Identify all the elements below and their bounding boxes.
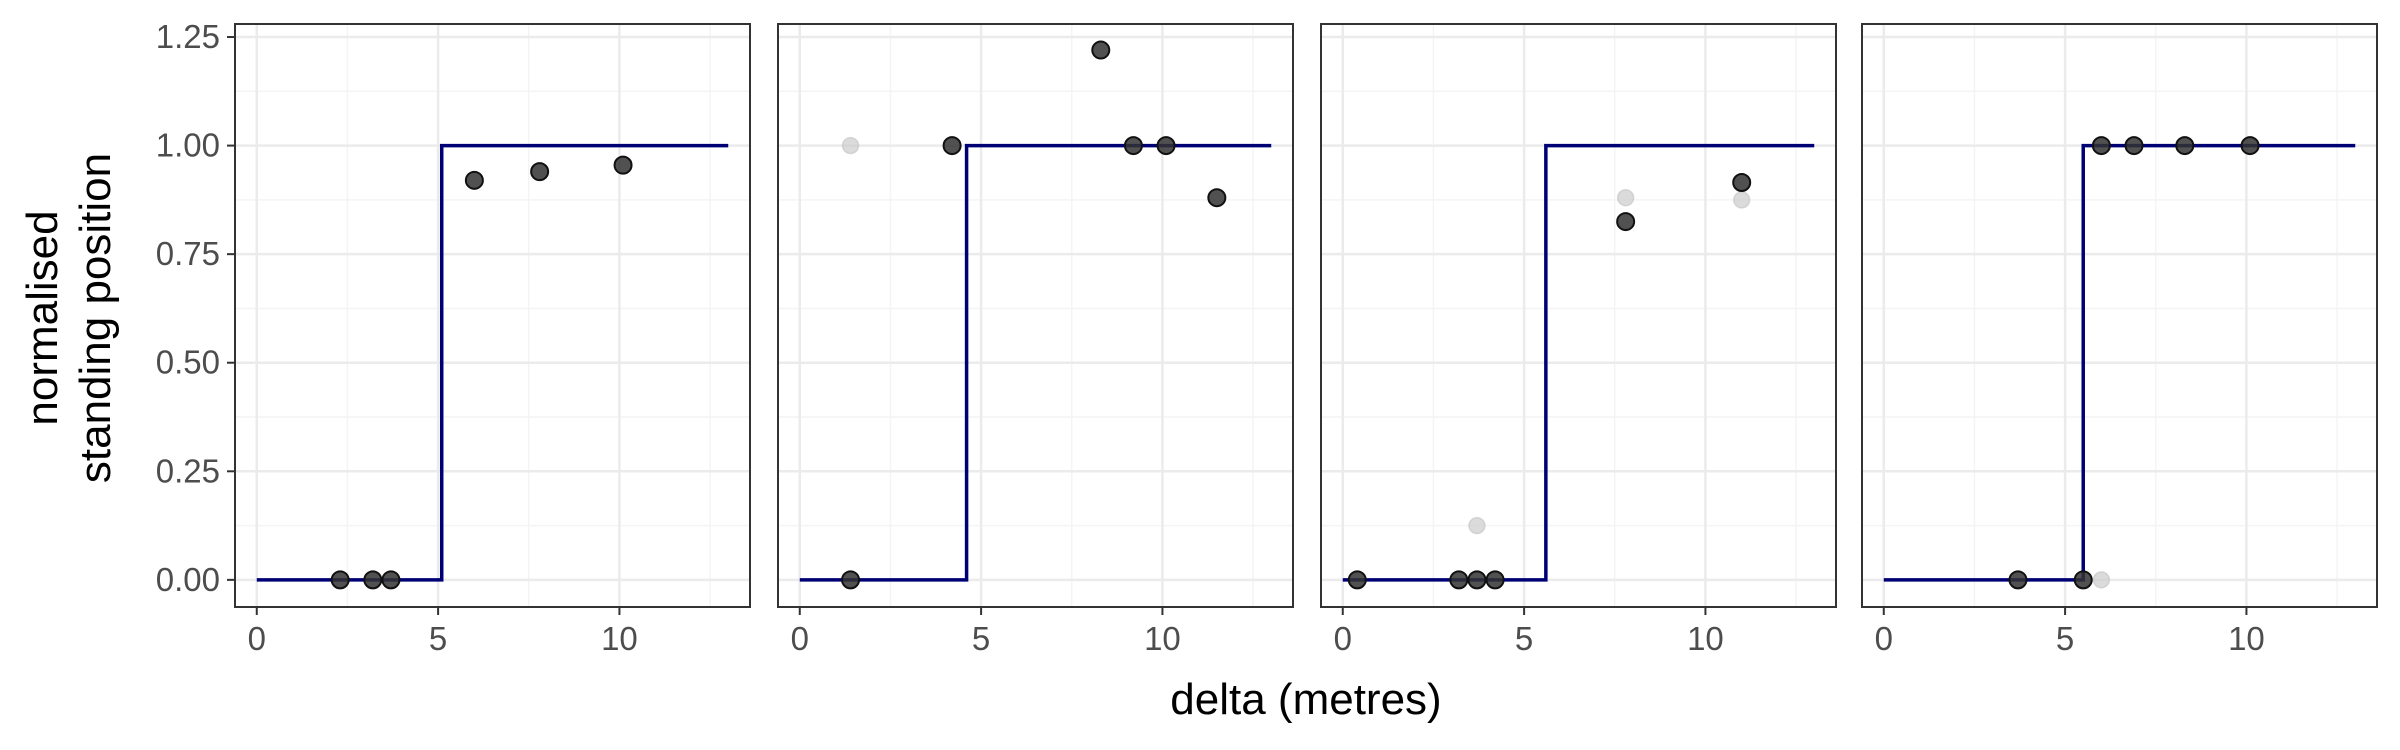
x-tick-label: 0 <box>791 620 809 657</box>
faded-point <box>1732 191 1751 209</box>
panels: 0 5 10 0.00 0.25 0.50 0.75 1.00 1.25 0 5 10 0 5 10 0 5 10 <box>156 18 2378 657</box>
faded-point <box>1468 516 1486 535</box>
y-tick-label: 0.75 <box>156 235 220 272</box>
data-point <box>330 570 350 590</box>
faded-point <box>2092 571 2111 589</box>
y-tick-label: 1.25 <box>156 18 220 55</box>
panel-background <box>1321 24 1836 607</box>
x-tick-label: 0 <box>1875 620 1893 657</box>
faded-point <box>841 136 860 155</box>
data-point <box>381 570 401 590</box>
data-point <box>464 170 484 190</box>
panel-border <box>777 23 1294 608</box>
panel-border <box>234 23 751 608</box>
x-tick-label: 5 <box>2056 620 2074 657</box>
data-point <box>841 570 861 590</box>
y-tick-label: 0.50 <box>156 344 220 381</box>
data-point <box>2073 570 2093 590</box>
x-axis-title: delta (metres) <box>1170 675 1441 724</box>
data-point <box>1091 40 1111 60</box>
data-point <box>1123 136 1143 156</box>
data-point <box>2091 136 2111 156</box>
step-line <box>1883 143 2356 582</box>
panel-4: 0 5 10 <box>1861 23 2378 657</box>
data-point <box>363 570 383 590</box>
faded-point <box>1616 188 1635 207</box>
x-tick-label: 0 <box>1334 620 1352 657</box>
data-point <box>2175 136 2195 156</box>
x-tick-label: 5 <box>1515 620 1533 657</box>
data-point <box>613 155 633 175</box>
data-point <box>1616 212 1636 232</box>
y-axis-title-line-2: standing position <box>71 153 120 483</box>
data-point <box>2008 570 2028 590</box>
y-tick-label: 0.25 <box>156 452 220 489</box>
data-point <box>1449 570 1469 590</box>
x-tick-label: 0 <box>248 620 266 657</box>
data-point <box>1347 570 1367 590</box>
x-tick-label: 5 <box>429 620 447 657</box>
panel-background <box>235 24 750 607</box>
panel-background <box>778 24 1293 607</box>
data-point <box>942 136 962 156</box>
step-line <box>1342 143 1815 582</box>
data-point <box>2240 136 2260 156</box>
panel-2: 0 5 10 <box>777 23 1294 657</box>
data-point <box>2124 136 2144 156</box>
y-axis-title-line-1: normalised <box>18 210 67 425</box>
data-point <box>1156 136 1176 156</box>
data-point <box>1207 188 1227 208</box>
x-tick-label: 5 <box>972 620 990 657</box>
data-point <box>1732 173 1752 193</box>
data-point <box>530 162 550 182</box>
x-tick-label: 10 <box>601 620 638 657</box>
data-point <box>1467 570 1487 590</box>
y-tick-label: 1.00 <box>156 127 220 164</box>
step-line <box>799 143 1272 582</box>
x-tick-label: 10 <box>1144 620 1181 657</box>
panel-1: 0 5 10 0.00 0.25 0.50 0.75 1.00 1.25 <box>156 18 751 657</box>
panel-border <box>1861 23 2378 608</box>
x-tick-label: 10 <box>2228 620 2265 657</box>
panel-background <box>1862 24 2377 607</box>
data-point <box>1485 570 1505 590</box>
panel-3: 0 5 10 <box>1320 23 1837 657</box>
panel-border <box>1320 23 1837 608</box>
y-tick-label: 0.00 <box>156 561 220 598</box>
x-tick-label: 10 <box>1687 620 1724 657</box>
